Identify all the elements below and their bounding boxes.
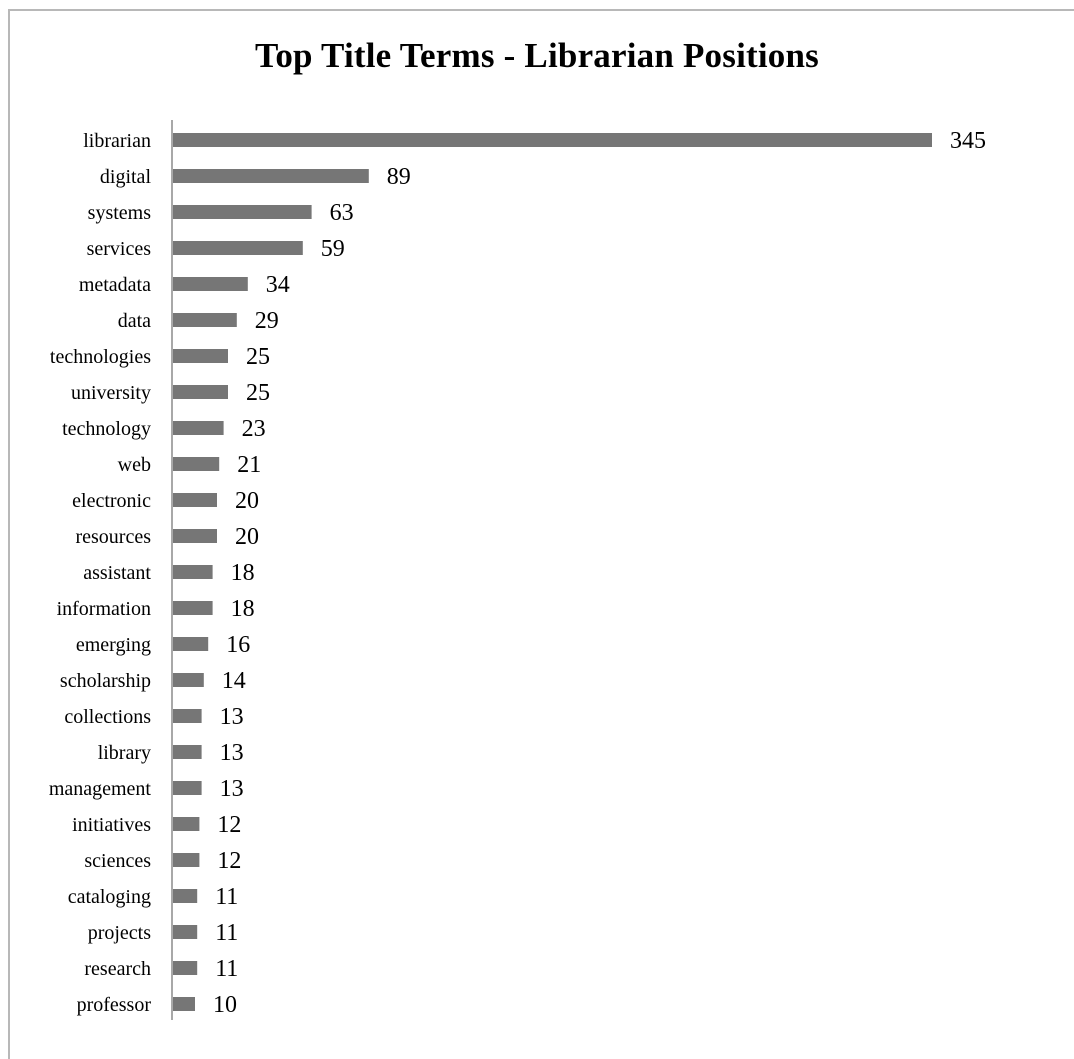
bar-scholarship: [173, 673, 204, 687]
category-label-collections: collections: [64, 706, 151, 728]
category-label-resources: resources: [75, 526, 151, 548]
value-label-scholarship: 14: [222, 668, 246, 694]
value-label-university: 25: [246, 380, 270, 406]
bar-data: [173, 313, 237, 327]
bar-systems: [173, 205, 312, 219]
value-label-collections: 13: [220, 704, 244, 730]
value-label-professor: 10: [213, 992, 237, 1018]
value-label-management: 13: [220, 776, 244, 802]
bar-cataloging: [173, 889, 198, 903]
category-label-digital: digital: [100, 166, 152, 188]
category-label-research: research: [84, 958, 151, 980]
bar-digital: [173, 169, 369, 183]
bar-projects: [173, 925, 198, 939]
labels-layer: librarian 345 digital 89 systems 63 services 59…: [49, 128, 986, 1018]
value-label-projects: 11: [215, 920, 238, 946]
value-label-digital: 89: [387, 164, 411, 190]
bar-assistant: [173, 565, 213, 579]
value-label-assistant: 18: [231, 560, 255, 586]
value-label-web: 21: [237, 452, 261, 478]
category-label-electronic: electronic: [72, 490, 151, 512]
bar-management: [173, 781, 202, 795]
value-label-services: 59: [321, 236, 345, 262]
value-label-sciences: 12: [217, 848, 241, 874]
bar-research: [173, 961, 198, 975]
bar-collections: [173, 709, 202, 723]
bar-metadata: [173, 277, 248, 291]
bar-technology: [173, 421, 224, 435]
category-label-metadata: metadata: [79, 274, 151, 296]
chart-title: Top Title Terms - Librarian Positions: [255, 36, 819, 75]
value-label-librarian: 345: [950, 128, 986, 154]
category-label-professor: professor: [77, 994, 152, 1016]
category-label-data: data: [118, 310, 151, 332]
bar-information: [173, 601, 213, 615]
category-label-scholarship: scholarship: [60, 670, 151, 692]
category-label-initiatives: initiatives: [72, 814, 151, 836]
category-label-web: web: [118, 454, 151, 476]
category-label-emerging: emerging: [76, 634, 151, 656]
value-label-technology: 23: [242, 416, 266, 442]
bar-library: [173, 745, 202, 759]
bar-web: [173, 457, 220, 471]
category-label-information: information: [57, 598, 151, 620]
value-label-technologies: 25: [246, 344, 270, 370]
value-label-cataloging: 11: [215, 884, 238, 910]
value-label-systems: 63: [330, 200, 354, 226]
category-label-management: management: [49, 778, 152, 800]
bar-librarian: [173, 133, 932, 147]
value-label-resources: 20: [235, 524, 259, 550]
category-label-assistant: assistant: [83, 562, 151, 584]
value-label-information: 18: [231, 596, 255, 622]
bar-sciences: [173, 853, 200, 867]
bar-services: [173, 241, 303, 255]
category-label-cataloging: cataloging: [68, 886, 151, 908]
bar-resources: [173, 529, 217, 543]
bar-professor: [173, 997, 195, 1011]
value-label-electronic: 20: [235, 488, 259, 514]
bar-electronic: [173, 493, 217, 507]
bar-technologies: [173, 349, 228, 363]
category-label-technologies: technologies: [50, 346, 151, 368]
category-label-projects: projects: [88, 922, 152, 944]
category-label-systems: systems: [88, 202, 152, 224]
category-label-university: university: [71, 382, 151, 404]
value-label-library: 13: [220, 740, 244, 766]
category-label-sciences: sciences: [84, 850, 151, 872]
bar-initiatives: [173, 817, 200, 831]
value-label-emerging: 16: [226, 632, 250, 658]
value-label-metadata: 34: [266, 272, 290, 298]
value-label-research: 11: [215, 956, 238, 982]
value-label-initiatives: 12: [217, 812, 241, 838]
value-label-data: 29: [255, 308, 279, 334]
category-label-services: services: [87, 238, 152, 260]
bar-emerging: [173, 637, 209, 651]
bars-layer: [173, 133, 932, 1011]
category-label-librarian: librarian: [83, 130, 151, 152]
category-label-library: library: [98, 742, 151, 764]
bar-university: [173, 385, 228, 399]
category-label-technology: technology: [62, 418, 151, 440]
